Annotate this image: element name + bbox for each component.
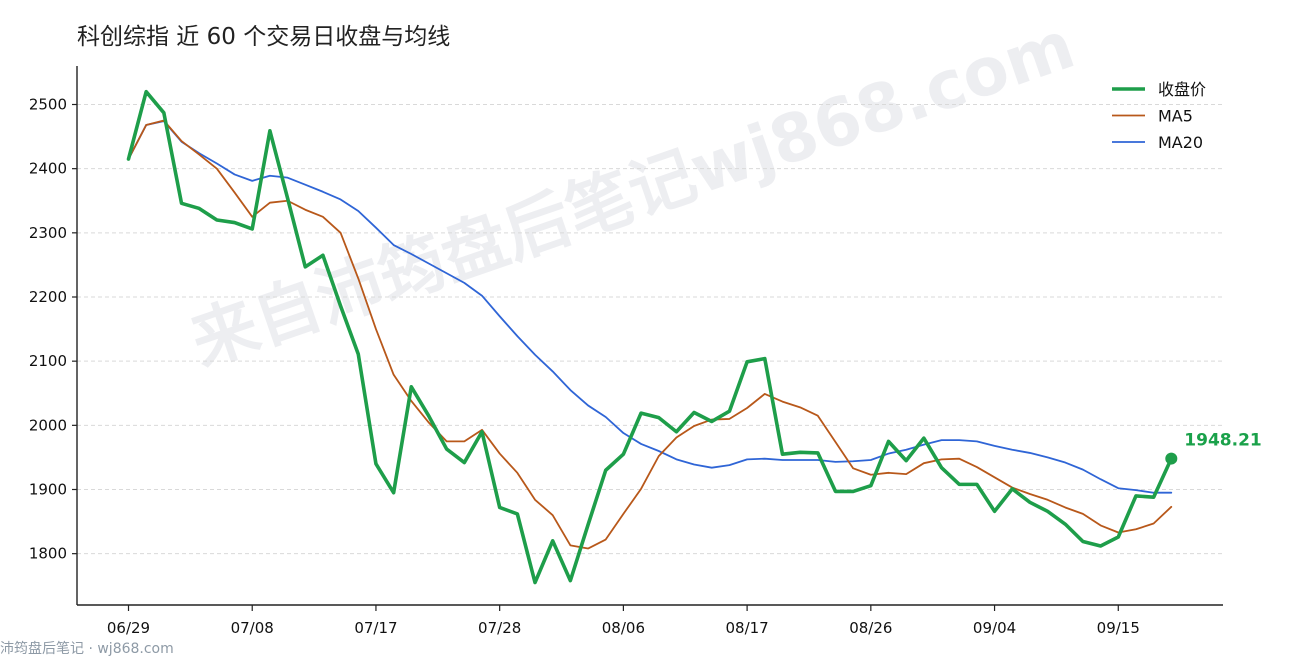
x-tick-label: 07/17 — [354, 619, 397, 637]
x-tick-label: 06/29 — [107, 619, 150, 637]
y-tick-label: 2300 — [29, 224, 67, 242]
y-tick-labels: 1800 1900 2000 2100 2200 2300 2400 2500 — [29, 96, 77, 563]
series-lines — [126, 89, 1174, 585]
legend-item-close-label: 收盘价 — [1158, 80, 1206, 99]
y-tick-label: 2500 — [29, 96, 67, 114]
legend: 收盘价 MA5 MA20 — [1112, 80, 1206, 152]
last-point-dot — [1165, 452, 1178, 465]
y-tick-label: 2100 — [29, 352, 67, 370]
y-tick-label: 2000 — [29, 416, 67, 434]
gridlines — [77, 104, 1223, 555]
last-point-marker: 1948.21 — [1165, 431, 1262, 465]
x-tick-label: 08/06 — [602, 619, 645, 637]
y-tick-label: 1800 — [29, 545, 67, 563]
x-tick-label: 08/26 — [849, 619, 892, 637]
x-tick-labels: 06/29 07/08 07/17 07/28 08/06 08/17 08/26 09/04… — [107, 605, 1140, 637]
last-point-label: 1948.21 — [1184, 431, 1261, 451]
x-tick-label: 09/04 — [973, 619, 1016, 637]
x-tick-label: 07/28 — [478, 619, 521, 637]
legend-item-ma20-label: MA20 — [1158, 133, 1203, 152]
y-tick-label: 1900 — [29, 481, 67, 499]
ma5-line — [127, 119, 1173, 550]
y-tick-label: 2400 — [29, 160, 67, 178]
y-tick-label: 2200 — [29, 288, 67, 306]
chart-title: 科创综指 近 60 个交易日收盘与均线 — [77, 24, 450, 50]
x-tick-label: 07/08 — [231, 619, 274, 637]
legend-item-ma5-label: MA5 — [1158, 107, 1193, 126]
axes — [76, 66, 1223, 606]
watermark-layer: 来自沛筠盘后笔记wj868.com — [182, 6, 1084, 381]
x-tick-label: 08/17 — [725, 619, 768, 637]
x-tick-label: 09/15 — [1097, 619, 1140, 637]
close-price-line — [126, 89, 1174, 585]
ma20-line — [127, 120, 1173, 494]
footer-watermark: 沛筠盘后笔记 · wj868.com — [0, 641, 174, 657]
watermark-diagonal: 来自沛筠盘后笔记wj868.com — [182, 6, 1084, 381]
